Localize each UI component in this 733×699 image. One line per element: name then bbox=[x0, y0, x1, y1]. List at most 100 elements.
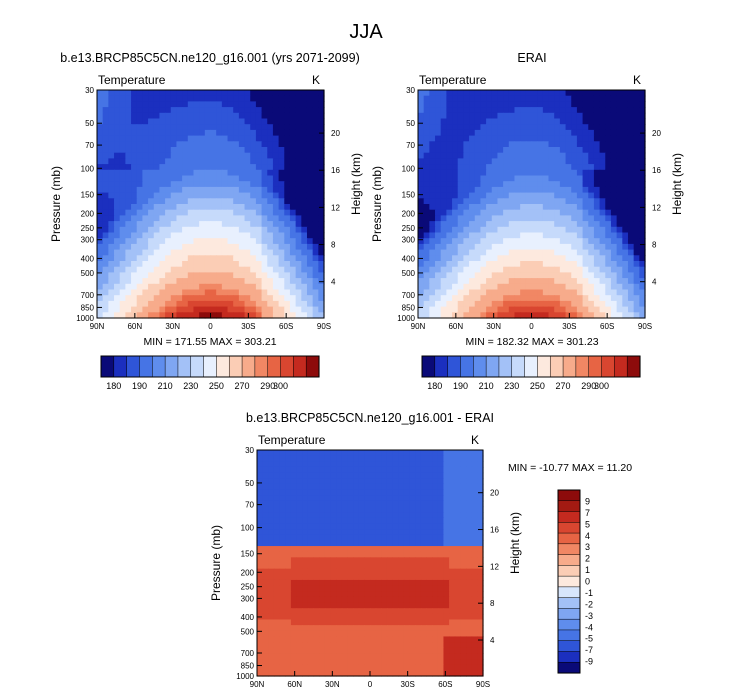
contour-cell bbox=[257, 636, 264, 643]
contour-cell bbox=[443, 642, 450, 649]
contour-cell bbox=[302, 636, 309, 643]
contour-cell bbox=[610, 221, 618, 228]
contour-cell bbox=[272, 95, 280, 102]
contour-cell bbox=[182, 124, 189, 131]
contour-cell bbox=[627, 215, 635, 222]
contour-cell bbox=[466, 664, 473, 671]
contour-cell bbox=[336, 483, 343, 491]
contour-cell bbox=[119, 283, 126, 291]
contour-cell bbox=[244, 209, 251, 216]
contour-cell bbox=[420, 636, 428, 643]
contour-cell bbox=[426, 602, 433, 609]
contour-cell bbox=[415, 506, 422, 513]
contour-cell bbox=[193, 209, 200, 216]
contour-cell bbox=[312, 90, 319, 97]
contour-cell bbox=[463, 243, 470, 251]
contour-cell bbox=[272, 198, 280, 205]
contour-cell bbox=[148, 221, 155, 228]
contour-cell bbox=[627, 272, 635, 279]
contour-cell bbox=[165, 112, 172, 120]
contour-cell bbox=[403, 664, 411, 671]
contour-cell bbox=[165, 300, 172, 308]
contour-cell bbox=[435, 232, 442, 239]
contour-cell bbox=[153, 283, 161, 291]
contour-cell bbox=[542, 283, 550, 291]
contour-cell bbox=[233, 243, 240, 251]
contour-cell bbox=[125, 169, 132, 177]
contour-cell bbox=[443, 653, 450, 660]
contour-cell bbox=[486, 158, 493, 165]
contour-cell bbox=[466, 450, 473, 457]
contour-cell bbox=[268, 512, 275, 519]
contour-cell bbox=[537, 181, 544, 188]
units-label: K bbox=[471, 433, 479, 447]
contour-cell bbox=[262, 591, 269, 598]
contour-cell bbox=[307, 613, 315, 621]
contour-cell bbox=[284, 243, 291, 251]
contour-cell bbox=[531, 221, 538, 228]
contour-cell bbox=[582, 135, 589, 142]
contour-cell bbox=[142, 118, 149, 125]
contour-cell bbox=[457, 300, 464, 308]
contour-cell bbox=[460, 670, 467, 677]
contour-cell bbox=[238, 147, 246, 154]
contour-cell bbox=[542, 152, 550, 159]
contour-cell bbox=[571, 101, 578, 108]
contour-cell bbox=[250, 101, 257, 108]
contour-cell bbox=[491, 238, 499, 245]
contour-cell bbox=[97, 169, 104, 177]
contour-cell bbox=[125, 118, 132, 125]
contour-cell bbox=[576, 164, 584, 171]
contour-cell bbox=[341, 585, 348, 592]
contour-cell bbox=[576, 198, 584, 205]
contour-cell bbox=[582, 129, 589, 137]
contour-cell bbox=[420, 517, 428, 525]
contour-cell bbox=[142, 129, 149, 137]
contour-cell bbox=[423, 226, 430, 234]
contour-cell bbox=[460, 574, 467, 581]
contour-cell bbox=[170, 226, 178, 234]
contour-cell bbox=[565, 300, 572, 308]
contour-cell bbox=[398, 461, 405, 468]
contour-cell bbox=[392, 534, 399, 541]
contour-cell bbox=[250, 164, 257, 171]
contour-cell bbox=[262, 585, 269, 592]
contour-cell bbox=[466, 540, 473, 547]
contour-cell bbox=[588, 306, 595, 313]
contour-cell bbox=[131, 112, 138, 120]
contour-cell bbox=[420, 625, 428, 632]
contour-cell bbox=[301, 135, 308, 142]
contour-cell bbox=[353, 461, 360, 468]
contour-cell bbox=[622, 101, 629, 108]
contour-cell bbox=[452, 112, 459, 120]
contour-cell bbox=[341, 478, 348, 485]
contour-cell bbox=[548, 169, 555, 177]
y-tick-label: 700 bbox=[402, 291, 416, 300]
contour-cell bbox=[471, 642, 478, 649]
contour-cell bbox=[437, 619, 445, 626]
contour-cell bbox=[403, 495, 411, 502]
contour-cell bbox=[554, 221, 561, 228]
contour-cell bbox=[403, 450, 411, 457]
contour-cell bbox=[306, 129, 314, 137]
contour-cell bbox=[370, 483, 377, 491]
contour-cell bbox=[531, 101, 538, 108]
contour-cell bbox=[278, 129, 285, 137]
y-tick-label: 30 bbox=[245, 446, 254, 455]
contour-cell bbox=[257, 512, 264, 519]
contour-cell bbox=[463, 289, 470, 296]
contour-cell bbox=[102, 164, 109, 171]
contour-cell bbox=[250, 95, 257, 102]
contour-cell bbox=[257, 523, 264, 530]
contour-cell bbox=[460, 608, 467, 615]
contour-cell bbox=[324, 557, 332, 564]
contour-cell bbox=[165, 243, 172, 251]
contour-cell bbox=[102, 90, 109, 97]
contour-cell bbox=[353, 534, 360, 541]
contour-cell bbox=[588, 147, 595, 154]
contour-cell bbox=[418, 107, 425, 114]
contour-cell bbox=[102, 266, 109, 273]
contour-cell bbox=[503, 243, 510, 251]
contour-cell bbox=[273, 619, 281, 626]
contour-cell bbox=[466, 659, 473, 666]
